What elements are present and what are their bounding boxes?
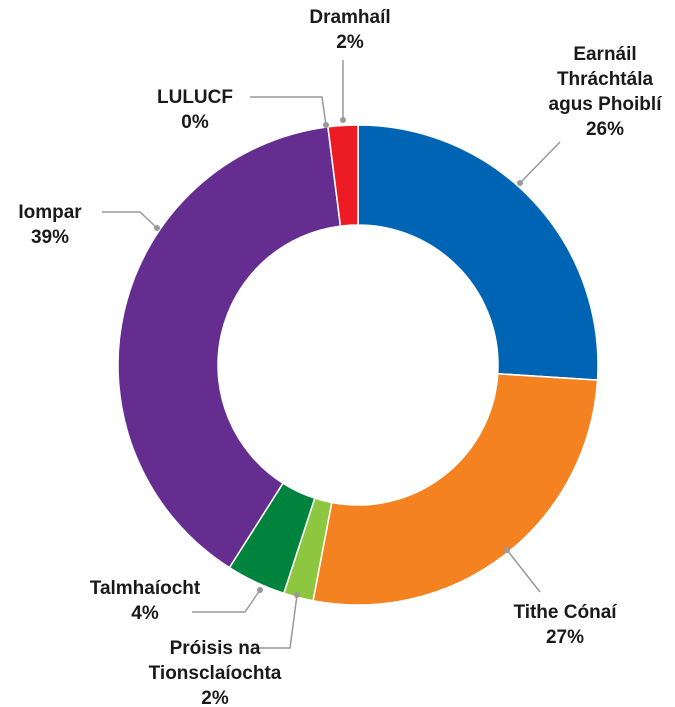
category-label: Earnáil Thráchtála agus Phoiblí — [548, 44, 662, 115]
category-label: Tithe Cónaí — [513, 602, 617, 623]
donut-segment — [312, 372, 599, 606]
slice-label: Earnáil Thráchtála agus Phoiblí 26% — [535, 42, 675, 142]
category-label: LULUCF — [157, 87, 233, 108]
slice-label: Próisis na Tionsclaíochta 2% — [130, 636, 300, 707]
leader-line — [256, 594, 298, 649]
leader-dot — [504, 547, 510, 553]
leader-dot — [154, 225, 160, 231]
value-label: 0% — [181, 112, 209, 133]
donut-segment — [327, 124, 359, 227]
value-label: 4% — [131, 603, 159, 624]
category-label: Dramhaíl — [309, 7, 391, 28]
value-label: 2% — [336, 32, 364, 53]
value-label: 2% — [201, 688, 229, 707]
leader-line — [519, 141, 561, 184]
leader-dot — [323, 122, 329, 128]
value-label: 27% — [545, 627, 585, 648]
category-label: Próisis na Tionsclaíochta — [148, 638, 282, 684]
slice-label: Talmhaíocht 4% — [60, 576, 230, 626]
leader-dot — [257, 587, 263, 593]
value-label: 26% — [585, 119, 625, 140]
slice-label: LULUCF 0% — [140, 85, 250, 135]
category-label: Iompar — [18, 202, 82, 223]
slice-label: Tithe Cónaí 27% — [490, 600, 640, 650]
donut-segment — [117, 126, 342, 569]
leader-dot — [340, 117, 346, 123]
leader-line — [506, 549, 541, 593]
slice-label: Dramhaíl 2% — [290, 5, 410, 55]
leader-line — [192, 589, 261, 613]
category-label: Talmhaíocht — [89, 578, 201, 599]
value-label: 39% — [30, 227, 70, 248]
leader-line — [102, 211, 158, 229]
leader-dot — [517, 180, 523, 186]
donut-segment — [357, 124, 599, 381]
leader-line — [250, 96, 327, 126]
slice-label: Iompar 39% — [0, 200, 100, 250]
leader-dot — [294, 592, 300, 598]
